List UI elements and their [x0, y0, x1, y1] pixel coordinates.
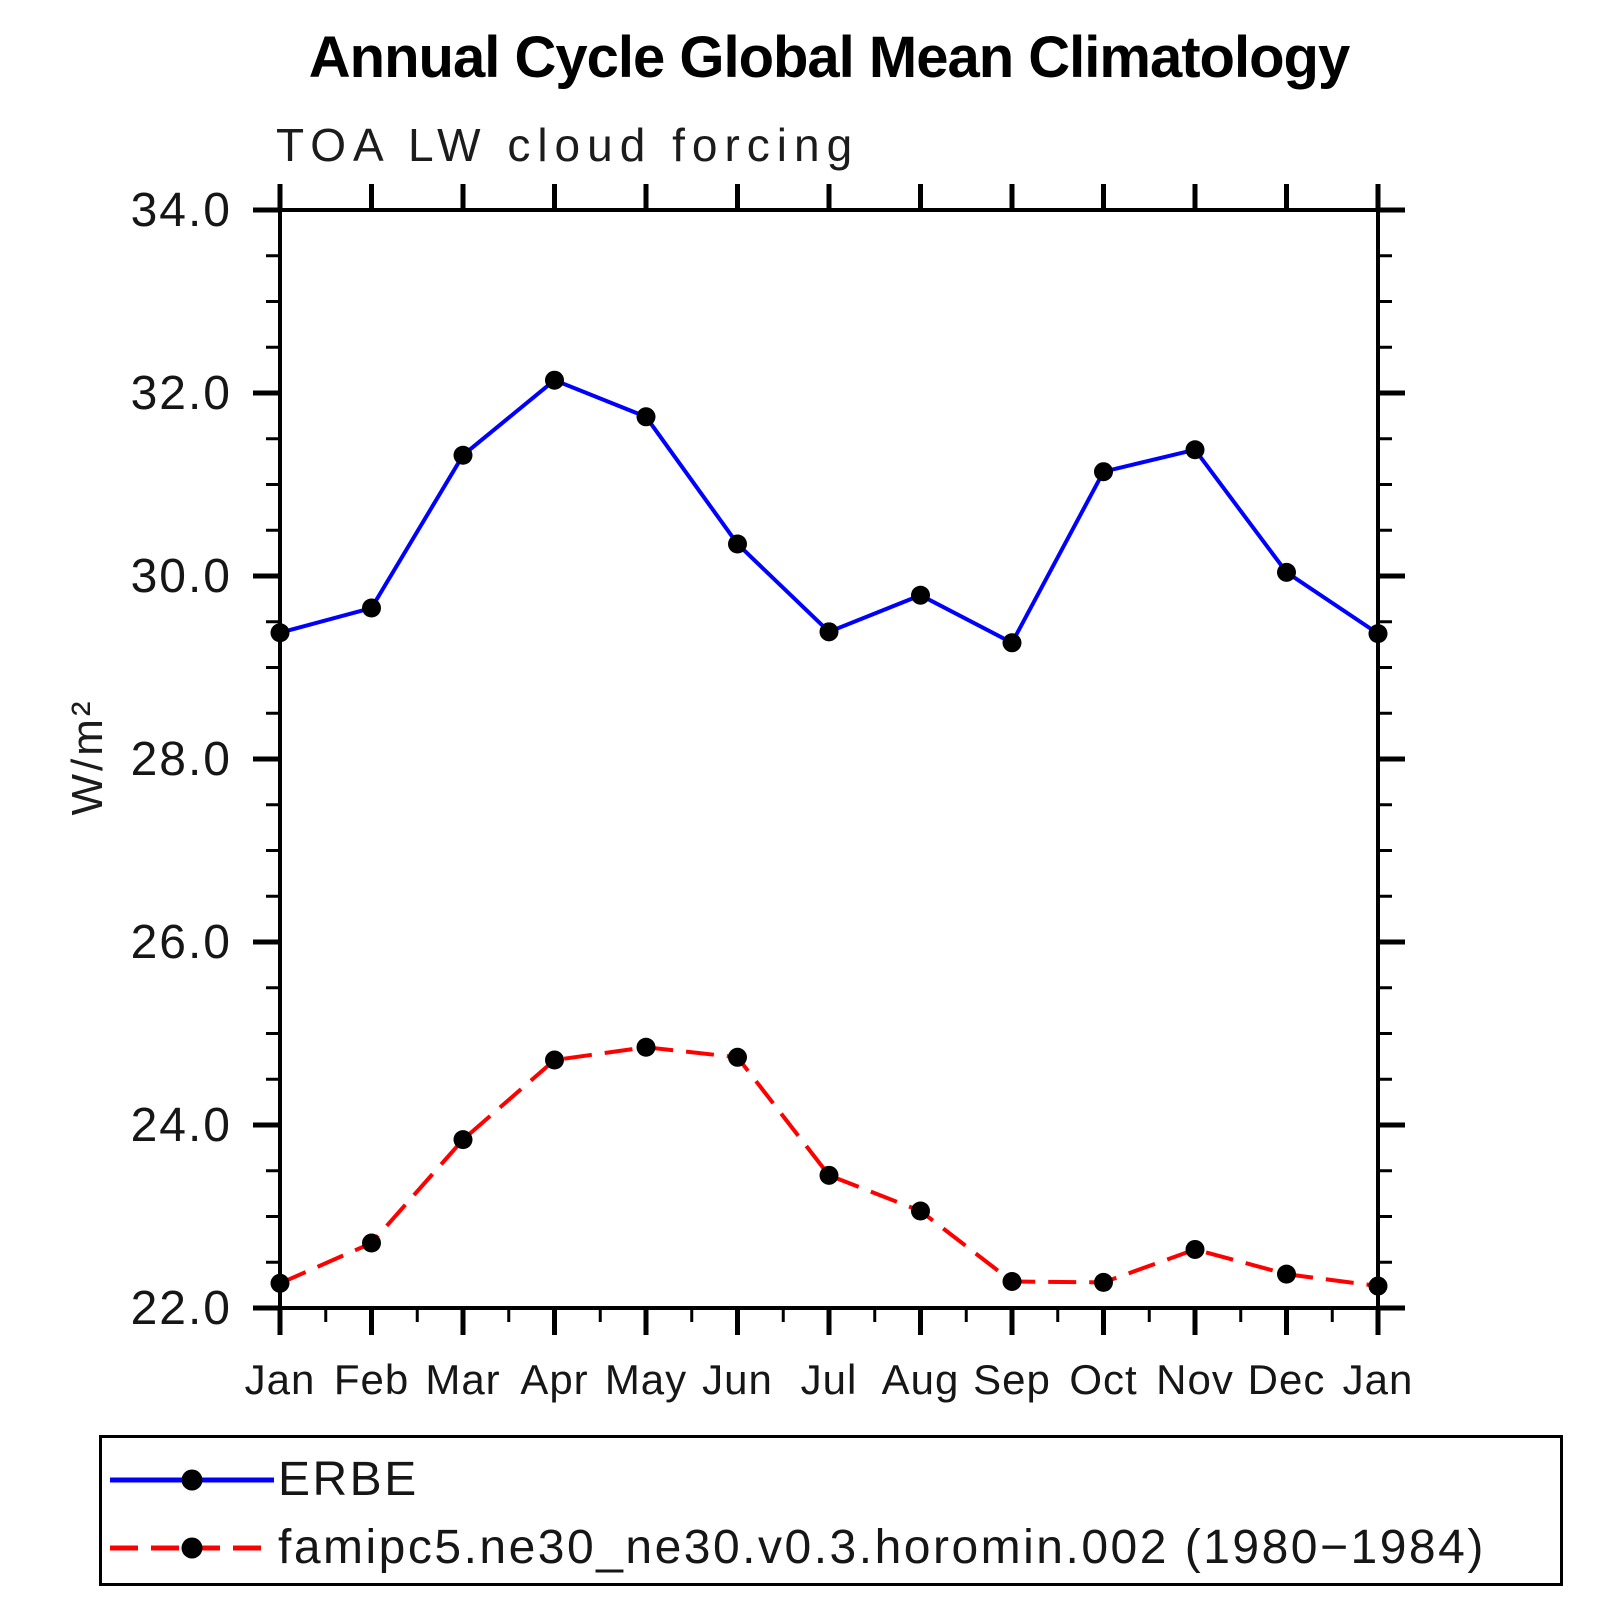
data-point-marker: [911, 1201, 930, 1221]
data-point-marker: [1094, 1272, 1113, 1292]
data-point-marker: [1002, 1271, 1022, 1291]
y-tick-label: 26.0: [131, 916, 232, 969]
x-tick-label: Dec: [1248, 1356, 1326, 1403]
data-point-marker: [1277, 1264, 1296, 1284]
y-axis-ticks: [253, 207, 1405, 1311]
series-erbe: [270, 370, 1388, 653]
chart-title: Annual Cycle Global Mean Climatology: [308, 25, 1350, 90]
data-point-marker: [819, 1165, 839, 1185]
data-point-marker: [545, 370, 564, 390]
data-point-marker: [636, 1037, 656, 1057]
legend-label: famipc5.ne30_ne30.v0.3.horomin.002 (1980…: [278, 1521, 1486, 1574]
x-tick-label: May: [605, 1356, 687, 1403]
x-tick-label: Jan: [1343, 1356, 1414, 1403]
data-point-marker: [453, 445, 473, 465]
data-point-marker: [545, 1050, 564, 1070]
x-tick-label: Jul: [801, 1356, 858, 1403]
y-tick-label: 32.0: [131, 367, 232, 420]
data-point-marker: [270, 623, 290, 643]
data-point-marker: [362, 1233, 381, 1253]
data-point-marker: [362, 598, 381, 618]
legend: ERBE famipc5.ne30_ne30.v0.3.horomin.002 …: [99, 1435, 1563, 1586]
legend-line-sample-solid: [110, 1469, 274, 1491]
y-tick-label: 22.0: [131, 1282, 232, 1335]
chart-subtitle: TOA LW cloud forcing: [276, 119, 860, 171]
y-tick-label: 34.0: [131, 184, 232, 237]
axes: [278, 208, 1380, 1310]
legend-item-model: famipc5.ne30_ne30.v0.3.horomin.002 (1980…: [106, 1520, 1486, 1576]
y-tick-label: 30.0: [131, 550, 232, 603]
x-axis-ticks: [277, 184, 1381, 1335]
data-point-marker: [1368, 624, 1388, 644]
data-point-marker: [728, 1047, 747, 1067]
data-point-marker: [453, 1130, 473, 1150]
y-tick-label: 24.0: [131, 1099, 232, 1152]
x-tick-label: Jan: [245, 1356, 316, 1403]
legend-label: ERBE: [278, 1453, 419, 1506]
x-tick-label: Feb: [334, 1356, 409, 1403]
x-tick-label: Nov: [1156, 1356, 1234, 1403]
series-model: [270, 1037, 1388, 1296]
y-tick-label: 28.0: [131, 733, 232, 786]
x-tick-label: Apr: [520, 1356, 588, 1403]
x-tick-label: Oct: [1069, 1356, 1137, 1403]
data-point-marker: [1368, 1276, 1388, 1296]
data-point-marker: [270, 1273, 290, 1293]
legend-marker: [181, 1469, 203, 1491]
legend-marker: [181, 1537, 203, 1559]
data-point-marker: [819, 622, 839, 642]
x-tick-label: Sep: [973, 1356, 1051, 1403]
y-axis-tick-labels: 22.0 24.0 26.0 28.0 30.0 32.0 34.0: [131, 184, 232, 1335]
data-point-marker: [1002, 633, 1022, 653]
x-tick-label: Jun: [702, 1356, 773, 1403]
legend-item-erbe: ERBE: [106, 1452, 419, 1508]
x-tick-label: Mar: [425, 1356, 500, 1403]
data-point-marker: [1277, 562, 1296, 582]
data-point-marker: [1185, 440, 1205, 460]
data-point-marker: [636, 407, 656, 427]
plot-area: 22.0 24.0 26.0 28.0 30.0 32.0 34.0 Jan Feb Mar Apr…: [131, 184, 1414, 1403]
data-point-marker: [1094, 462, 1113, 482]
data-point-marker: [1185, 1239, 1205, 1259]
data-point-marker: [728, 534, 747, 554]
x-tick-label: Aug: [882, 1356, 960, 1403]
x-axis-tick-labels: Jan Feb Mar Apr May Jun Jul Aug Sep Oct Nov Dec Jan: [245, 1356, 1414, 1403]
legend-line-sample-dashed: [110, 1537, 274, 1559]
data-point-marker: [911, 585, 930, 605]
